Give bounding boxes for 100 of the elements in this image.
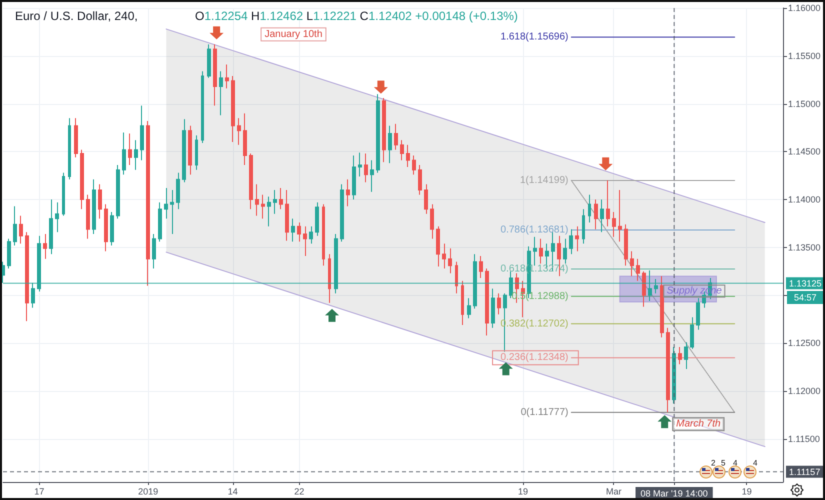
x-tick-label: 19	[742, 486, 752, 496]
candlestick	[569, 228, 573, 255]
candlestick	[62, 172, 65, 216]
candlestick	[424, 184, 428, 214]
ref-line-label: 1.13125	[789, 278, 822, 288]
candlestick	[322, 204, 325, 266]
candlestick	[436, 226, 440, 268]
candlestick	[128, 132, 132, 166]
y-tick-label: 1.12000	[788, 386, 821, 396]
series-label: 1.618(1.15696)	[500, 32, 568, 43]
candlestick	[624, 224, 628, 266]
series-label: 1(1.14199)	[520, 174, 568, 186]
candlestick	[406, 144, 410, 168]
candlestick	[352, 154, 356, 200]
annotation: 5	[721, 458, 726, 468]
candlestick	[594, 199, 598, 230]
candlestick	[201, 70, 204, 144]
candlestick	[285, 189, 289, 242]
series-label: 0(1.11777)	[520, 406, 568, 418]
candlestick	[255, 184, 259, 216]
candlestick	[412, 154, 416, 176]
x-tick-label: 2019	[138, 486, 158, 496]
y-tick-label: 1.15500	[788, 50, 821, 61]
x-tick-label: 19	[518, 486, 528, 496]
candlestick	[430, 204, 434, 240]
candlestick	[612, 211, 616, 238]
candlestick	[491, 288, 495, 328]
candlestick	[485, 268, 489, 336]
candlestick	[80, 149, 84, 210]
candlestick	[328, 254, 331, 304]
text: O1.12254 H1.12462 L1.12221 C1.12402 +0.00148 (+0.13%)	[195, 9, 518, 23]
candlestick	[582, 208, 585, 244]
candlestick	[49, 199, 53, 255]
candlestick	[388, 125, 392, 164]
candlestick	[273, 189, 277, 214]
candlestick	[370, 160, 374, 192]
y-tick-label: 1.14000	[788, 194, 821, 205]
candlestick	[86, 194, 90, 240]
x-tick-label: 17	[34, 486, 44, 496]
candlestick	[642, 270, 646, 308]
candlestick	[340, 184, 344, 242]
x-tick-label: 08 Mar '19 14:00	[640, 488, 708, 498]
candlestick	[678, 346, 682, 365]
candlestick	[291, 218, 295, 242]
candlestick	[376, 94, 380, 174]
candlestick	[539, 238, 543, 264]
candlestick	[382, 98, 386, 163]
candlestick	[213, 44, 217, 106]
candlestick	[358, 152, 362, 178]
x-tick-label: 14	[228, 486, 238, 496]
candlestick	[575, 226, 579, 252]
candlestick	[636, 258, 640, 282]
text: 54:57	[794, 292, 817, 302]
candlestick	[315, 202, 319, 236]
candlestick	[25, 232, 29, 322]
candlestick	[13, 206, 17, 246]
candlestick	[225, 64, 229, 89]
candlestick	[55, 202, 59, 233]
candlestick	[207, 44, 211, 78]
y-tick-label: 1.13500	[788, 242, 821, 252]
candlestick	[394, 123, 398, 150]
annotation: January 10th	[264, 28, 322, 40]
candlestick	[303, 226, 307, 257]
candlestick	[140, 105, 144, 161]
candlestick	[267, 196, 271, 227]
candlestick	[110, 211, 114, 246]
candlestick	[606, 180, 610, 227]
candlestick	[297, 222, 301, 242]
chart-title: Euro / U.S. Dollar, 240,	[15, 9, 138, 23]
candlestick	[43, 233, 47, 260]
candlestick	[243, 112, 247, 166]
candlestick	[660, 276, 664, 338]
series-label: 0.786(1.13681)	[500, 224, 568, 236]
candlestick	[68, 118, 71, 180]
candlestick	[219, 70, 223, 116]
candlestick	[684, 342, 688, 370]
candlestick	[690, 316, 694, 350]
y-tick-label: 1.11500	[788, 434, 820, 444]
candlestick	[461, 280, 464, 326]
x-tick-label: Mar	[606, 486, 622, 496]
annotation: March 7th	[676, 418, 722, 430]
candlestick	[134, 140, 138, 170]
candlestick	[696, 298, 700, 330]
candlestick	[588, 194, 591, 223]
candlestick	[92, 178, 96, 234]
candlestick	[666, 327, 670, 413]
candlestick	[237, 118, 241, 146]
candlestick	[455, 261, 458, 294]
candlestick	[231, 75, 235, 143]
candlestick	[364, 153, 368, 183]
candlestick	[261, 194, 265, 220]
y-tick-label: 1.15000	[788, 98, 821, 109]
candlestick	[418, 164, 422, 196]
candlestick	[19, 215, 23, 244]
candlestick	[122, 132, 126, 176]
candlestick	[7, 238, 11, 269]
candlestick	[497, 292, 501, 315]
candlestick	[630, 250, 634, 277]
candlestick	[195, 134, 198, 170]
y-tick-label: 1.16000	[788, 3, 821, 13]
